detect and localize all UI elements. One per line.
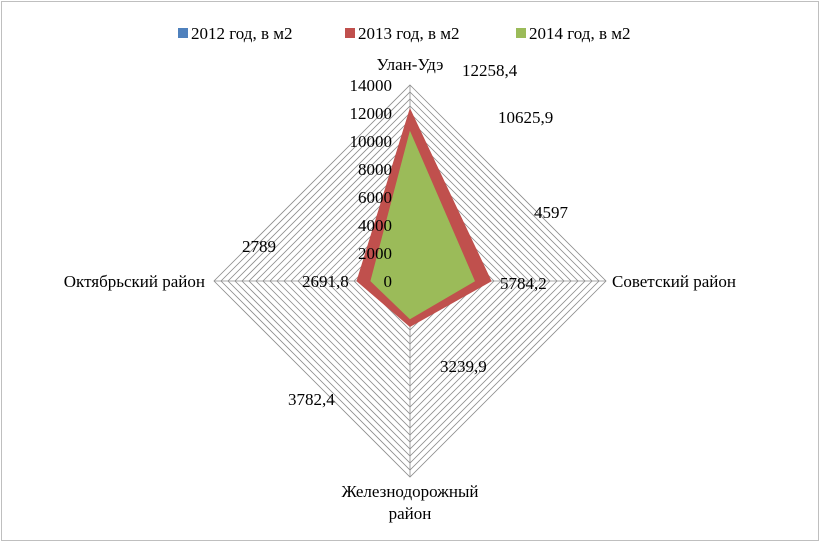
category-label: Советский район: [612, 272, 736, 291]
data-label: 5784,2: [500, 274, 547, 293]
data-label: 3239,9: [440, 357, 487, 376]
radar-series: [356, 108, 492, 327]
axis-tick-label: 14000: [350, 76, 393, 95]
data-label: 12258,4: [462, 61, 518, 80]
data-label: 2789: [242, 237, 276, 256]
category-label: Железнодорожный: [341, 482, 478, 501]
legend-label: 2012 год, в м2: [191, 24, 293, 43]
legend-swatch: [178, 28, 188, 38]
data-label: 10625,9: [498, 108, 553, 127]
axis-tick-label: 2000: [358, 244, 392, 263]
data-label: 2691,8: [302, 272, 349, 291]
axis-tick-label: 4000: [358, 216, 392, 235]
category-labels: Улан-Удэ Советский район Железнодорожный ра…: [64, 55, 736, 523]
axis-tick-label: 10000: [350, 132, 393, 151]
data-label: 3782,4: [288, 390, 335, 409]
axis-tick-label: 12000: [350, 104, 393, 123]
category-label: район: [389, 504, 432, 523]
data-labels: 12258,4 10625,9 4597 5784,2 3239,9 3782,4 2789…: [242, 61, 569, 409]
legend-label: 2013 год, в м2: [358, 24, 460, 43]
legend: 2012 год, в м2 2013 год, в м2 2014 год, в …: [178, 24, 631, 43]
axis-tick-label: 8000: [358, 160, 392, 179]
legend-label: 2014 год, в м2: [529, 24, 631, 43]
series-area-2: [370, 130, 475, 320]
category-label: Улан-Удэ: [377, 55, 444, 74]
category-label: Октябрьский район: [64, 272, 205, 291]
axis-tick-label: 6000: [358, 188, 392, 207]
axis-tick-label: 0: [384, 272, 393, 291]
legend-swatch: [345, 28, 355, 38]
data-label: 4597: [534, 203, 569, 222]
axis-tick-labels: 0 2000 4000 6000 8000 10000 12000 14000: [350, 76, 393, 291]
legend-swatch: [516, 28, 526, 38]
